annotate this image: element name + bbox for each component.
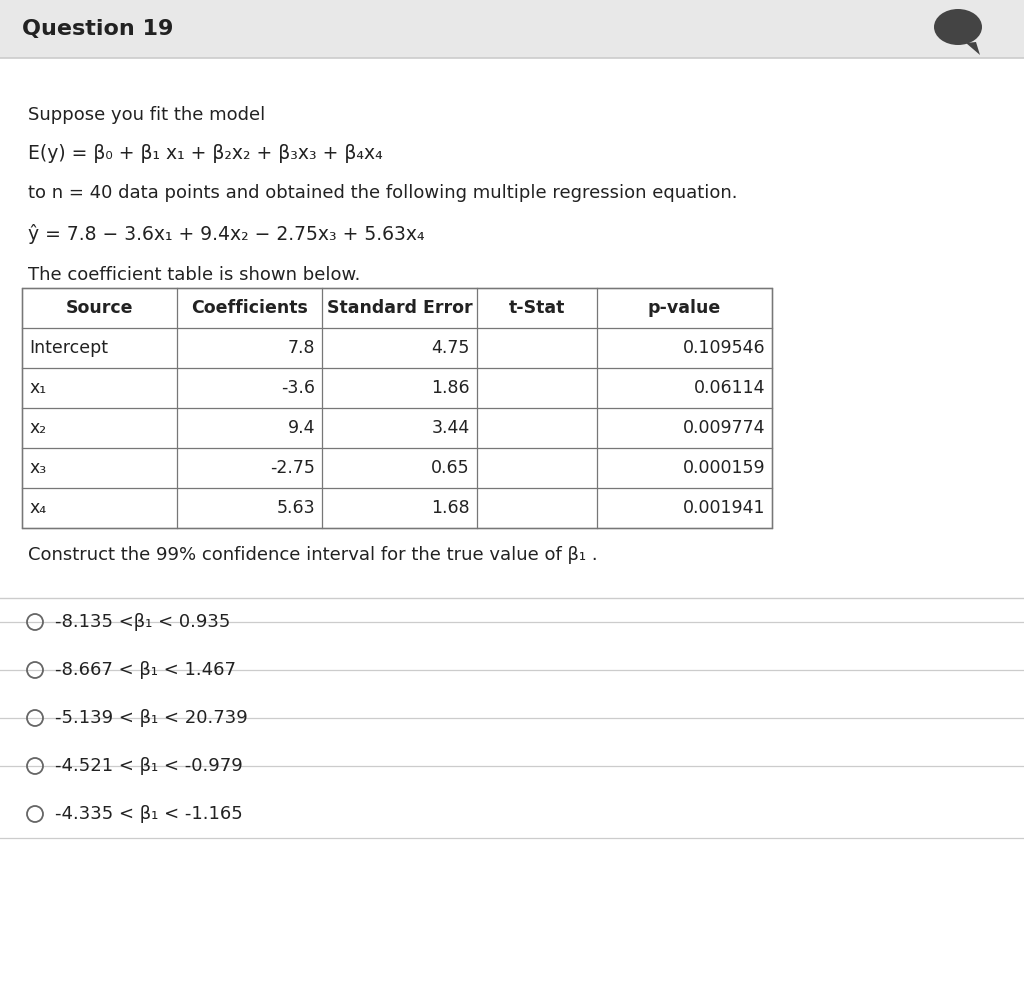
Text: Source: Source [66, 299, 133, 317]
Text: 0.109546: 0.109546 [682, 339, 765, 357]
Text: x₁: x₁ [29, 379, 46, 397]
Text: 9.4: 9.4 [288, 419, 315, 437]
Text: -8.135 <β₁ < 0.935: -8.135 <β₁ < 0.935 [55, 613, 230, 631]
Text: 5.63: 5.63 [276, 499, 315, 517]
Text: 0.009774: 0.009774 [683, 419, 765, 437]
Text: Intercept: Intercept [29, 339, 108, 357]
Text: Construct the 99% confidence interval for the true value of β₁ .: Construct the 99% confidence interval fo… [28, 546, 598, 564]
Text: -8.667 < β₁ < 1.467: -8.667 < β₁ < 1.467 [55, 661, 236, 679]
Polygon shape [966, 42, 980, 55]
Text: 1.86: 1.86 [431, 379, 470, 397]
Text: E(y) = β₀ + β₁ x₁ + β₂x₂ + β₃x₃ + β₄x₄: E(y) = β₀ + β₁ x₁ + β₂x₂ + β₃x₃ + β₄x₄ [28, 144, 383, 163]
Text: t-Stat: t-Stat [509, 299, 565, 317]
Text: -4.335 < β₁ < -1.165: -4.335 < β₁ < -1.165 [55, 805, 243, 823]
Text: x₂: x₂ [29, 419, 46, 437]
Text: -2.75: -2.75 [270, 459, 315, 477]
Text: Standard Error: Standard Error [327, 299, 472, 317]
FancyBboxPatch shape [22, 288, 772, 528]
Text: 4.75: 4.75 [432, 339, 470, 357]
Text: -3.6: -3.6 [281, 379, 315, 397]
Text: p-value: p-value [648, 299, 721, 317]
Text: 0.06114: 0.06114 [693, 379, 765, 397]
Text: 0.001941: 0.001941 [683, 499, 765, 517]
Text: -5.139 < β₁ < 20.739: -5.139 < β₁ < 20.739 [55, 709, 248, 727]
Ellipse shape [934, 9, 982, 45]
Text: x₃: x₃ [29, 459, 46, 477]
Text: 7.8: 7.8 [288, 339, 315, 357]
Text: ŷ = 7.8 − 3.6x₁ + 9.4x₂ − 2.75x₃ + 5.63x₄: ŷ = 7.8 − 3.6x₁ + 9.4x₂ − 2.75x₃ + 5.63x… [28, 224, 425, 244]
Text: Coefficients: Coefficients [191, 299, 308, 317]
Text: The coefficient table is shown below.: The coefficient table is shown below. [28, 266, 360, 284]
Text: 1.68: 1.68 [431, 499, 470, 517]
Text: x₄: x₄ [29, 499, 46, 517]
Text: -4.521 < β₁ < -0.979: -4.521 < β₁ < -0.979 [55, 757, 243, 775]
Text: 3.44: 3.44 [432, 419, 470, 437]
Text: to n = 40 data points and obtained the following multiple regression equation.: to n = 40 data points and obtained the f… [28, 184, 737, 202]
Text: 0.000159: 0.000159 [682, 459, 765, 477]
FancyBboxPatch shape [0, 0, 1024, 58]
Text: 0.65: 0.65 [431, 459, 470, 477]
Text: Suppose you fit the model: Suppose you fit the model [28, 106, 265, 124]
Text: Question 19: Question 19 [22, 19, 173, 39]
